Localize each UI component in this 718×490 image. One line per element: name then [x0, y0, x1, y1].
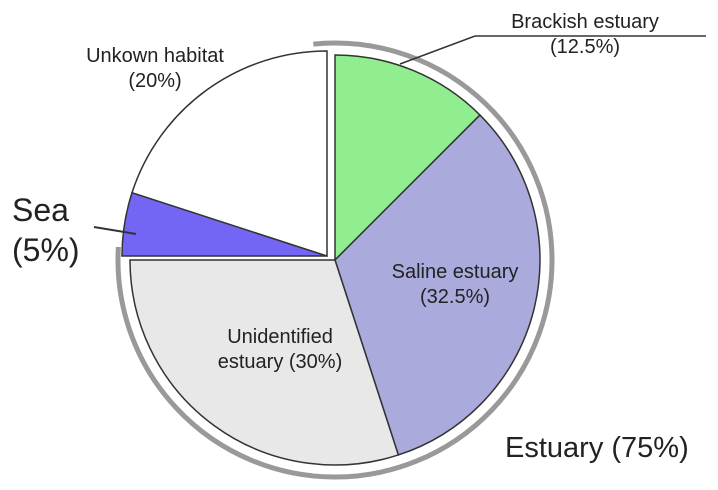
label-text: Unidentified estuary: [217, 326, 333, 373]
label-text: Saline estuary: [391, 261, 519, 283]
label-text: Estuary (75%): [505, 432, 689, 464]
leader-line: [93, 226, 137, 235]
label-text: Unkown habitat: [86, 45, 224, 67]
leader-line: [399, 35, 706, 65]
group-label: Estuary (75%): [505, 430, 689, 466]
slice-label: Unkown habitat (20%): [85, 44, 225, 94]
label-text: (5%): [12, 232, 80, 268]
slice-label: Unidentified estuary (30%): [200, 325, 360, 375]
slice-label: Sea (5%): [12, 190, 92, 270]
group-bracket: [115, 40, 555, 480]
label-text: Sea: [12, 192, 69, 228]
label-text: (30%): [288, 351, 343, 373]
pie-slice: [129, 259, 400, 466]
label-text: (12.5%): [549, 36, 621, 58]
slice-label: Saline estuary (32.5%): [370, 260, 540, 310]
slice-label: Brackish estuary (12.5%): [490, 10, 680, 60]
label-text: (20%): [128, 70, 182, 92]
label-text: Brackish estuary: [511, 11, 659, 33]
pie-slice: [334, 113, 541, 456]
pie-slice: [131, 50, 328, 258]
pie-slice: [334, 54, 482, 262]
label-text: (32.5%): [419, 286, 491, 308]
